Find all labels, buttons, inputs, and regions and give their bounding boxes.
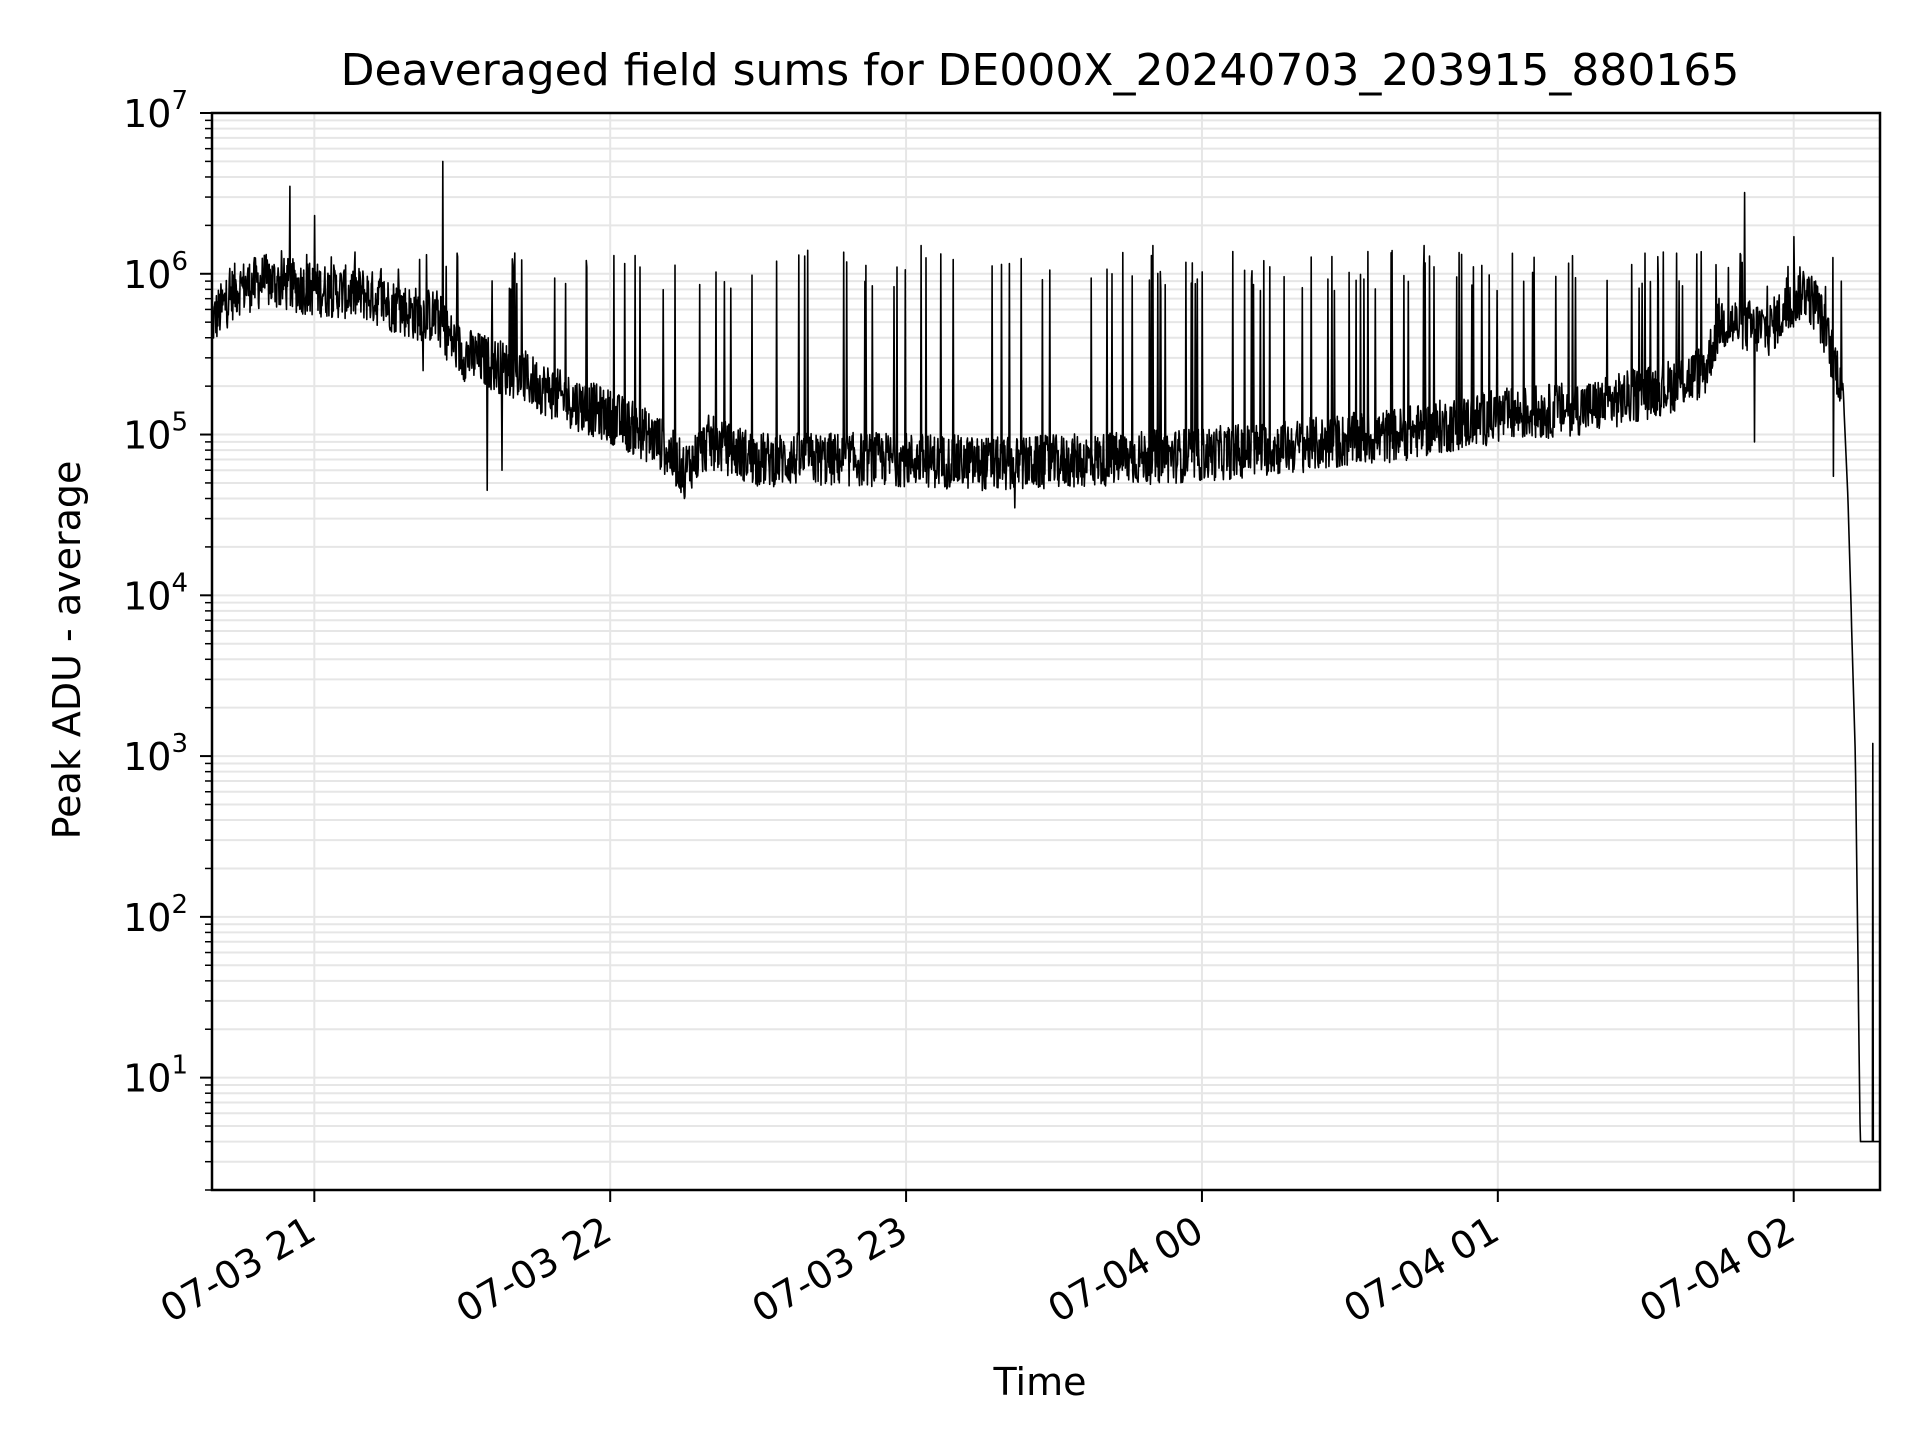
series-layer — [211, 160, 1881, 1143]
y-tick-label: 103 — [123, 729, 188, 779]
grid-layer — [212, 112, 1880, 1191]
y-tick-label: 106 — [123, 247, 188, 297]
x-axis-label: Time — [993, 1360, 1087, 1404]
y-tick-label: 101 — [123, 1051, 188, 1101]
y-tick-label: 107 — [123, 86, 188, 136]
y-axis-label: Peak ADU - average — [45, 461, 89, 840]
y-tick-label: 105 — [123, 408, 188, 458]
series-line — [211, 160, 1881, 1143]
plot-frame — [210, 111, 1882, 1192]
y-tick-label: 102 — [123, 890, 188, 940]
y-tick-label: 104 — [123, 568, 188, 618]
chart-title: Deaveraged field sums for DE000X_2024070… — [341, 45, 1740, 96]
